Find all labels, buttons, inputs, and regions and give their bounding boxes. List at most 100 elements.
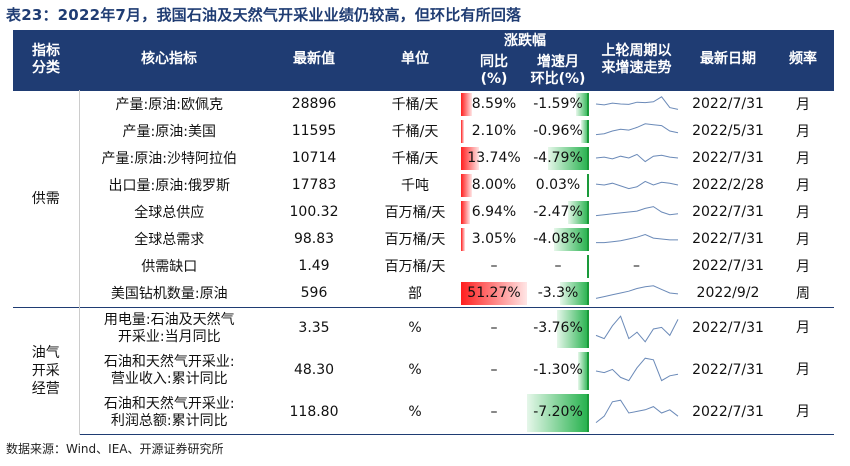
indicator-cell: 供需缺口 [141, 259, 198, 275]
trend-cell [589, 89, 684, 118]
table-row: 产量:原油:美国 11595 千桶/天 2.10% -0.96% 2022/5/31 月 [13, 118, 834, 145]
mom-value: -7.20% [533, 403, 583, 420]
trend-cell [589, 226, 684, 253]
latest-value-cell: 10714 [291, 150, 337, 166]
indicator-cell: 产量:原油:沙特阿拉伯 [101, 151, 237, 167]
mom-bar-fill [556, 309, 590, 348]
yoy-bar: 8.59% [461, 91, 527, 118]
unit-cell: 千桶/天 [369, 89, 461, 118]
mom-cell: -0.96% [527, 118, 590, 145]
yoy-cell: 6.94% [461, 199, 527, 226]
latest-value-cell: 98.83 [293, 231, 335, 247]
mom-bar: -0.96% [527, 118, 590, 145]
yoy-bar: 51.27% [461, 280, 527, 307]
latest-date-cell: 2022/2/28 [692, 177, 764, 193]
yoy-bar: 6.94% [461, 199, 527, 226]
latest-date-cell: 2022/7/31 [684, 306, 772, 350]
mom-bar: 0.03% [527, 172, 589, 199]
mom-value: -4.79% [533, 149, 583, 166]
frequency-cell: 月 [796, 151, 810, 167]
frequency-cell: 月 [796, 205, 810, 221]
col-header-unit: 单位 [369, 30, 461, 90]
latest-date-cell: 2022/7/31 [692, 231, 764, 247]
yoy-value: 13.74% [467, 149, 521, 166]
trend-sparkline [595, 153, 678, 163]
trend-cell [589, 280, 684, 308]
trend-line [595, 285, 678, 299]
table-row: 油气 开采 经营 用电量:石油及天然气 开采业:当月同比 3.35% – -3.76% 2022… [13, 306, 834, 434]
latest-value-cell: 3.35 [259, 306, 369, 350]
indicator-cell: 石油和天然气开采业: 利润总额:累计同比 [79, 391, 259, 435]
mom-value: -3.76% [533, 319, 583, 336]
mom-bar-fill [567, 200, 590, 224]
indicator-cell: 出口量:原油:俄罗斯 [108, 178, 230, 194]
mom-bar: -7.20% [527, 392, 589, 434]
indicator-cell: 用电量:石油及天然气 开采业:当月同比 [79, 306, 259, 350]
trend-sparkline [595, 285, 678, 299]
mom-value: -1.30% [533, 361, 583, 378]
yoy-value: 8.59% [471, 95, 517, 112]
yoy-cell: 8.00% [461, 172, 527, 199]
yoy-bar-fill [461, 92, 472, 116]
latest-date-cell: 2022/7/31 [692, 150, 764, 166]
trend-sparkline [595, 357, 678, 381]
mom-value: – [554, 257, 562, 274]
yoy-value: 2.10% [471, 122, 517, 139]
latest-date-cell: 2022/7/31 [692, 204, 764, 220]
unit-cell: 部 [408, 286, 422, 302]
latest-value-cell: 11595 [291, 123, 337, 139]
yoy-value: 3.05% [471, 230, 517, 247]
mom-bar: -3.76% [527, 308, 590, 350]
trend-cell [589, 306, 684, 350]
latest-date-cell: 2022/7/31 [692, 258, 764, 274]
yoy-value: – [490, 319, 498, 336]
frequency-cell: 月 [796, 259, 810, 275]
yoy-cell: – [461, 306, 527, 350]
yoy-cell: – [461, 391, 527, 435]
trend-line [595, 357, 678, 381]
mom-bar: – [527, 253, 589, 280]
yoy-value: 51.27% [467, 284, 521, 301]
latest-date-cell: 2022/9/2 [696, 285, 760, 301]
trend-sparkline [595, 399, 678, 423]
trend-line [595, 153, 678, 163]
frequency-cell: 月 [796, 178, 810, 194]
indicator-cell: 产量:原油:美国 [122, 124, 216, 140]
yoy-bar-fill [461, 200, 471, 224]
col-header-frequency: 频率 [772, 30, 834, 90]
latest-date-cell: 2022/7/31 [684, 89, 772, 118]
unit-cell: 百万桶/天 [384, 205, 446, 221]
frequency-cell: 月 [772, 89, 834, 118]
frequency-cell: 周 [796, 286, 810, 302]
col-header-mom: 增速月 环比(%) [527, 52, 589, 90]
yoy-cell: – [461, 253, 527, 280]
indicator-cell: 产量:原油:欧佩克 [79, 89, 259, 118]
mom-bar-fill [527, 393, 589, 432]
latest-value-cell: 596 [300, 285, 328, 301]
mom-bar-fill [548, 146, 589, 170]
yoy-cell: 2.10% [461, 118, 527, 145]
yoy-bar: – [461, 350, 527, 392]
mom-bar-fill [580, 119, 590, 143]
yoy-cell: 51.27% [461, 280, 527, 308]
indicator-cell: 全球总供应 [134, 205, 205, 221]
mom-value: -4.08% [533, 230, 583, 247]
mom-cell: -2.47% [527, 199, 590, 226]
latest-date-cell: 2022/7/31 [684, 391, 772, 435]
frequency-cell: 月 [796, 362, 810, 378]
unit-cell: 千桶/天 [391, 124, 439, 140]
trend-sparkline [595, 314, 678, 343]
latest-date-cell: 2022/5/31 [692, 123, 764, 139]
mom-bar: -2.47% [527, 199, 590, 226]
frequency-cell: 月 [772, 306, 834, 350]
source-note: 数据来源：Wind、IEA、开源证券研究所 [6, 442, 224, 456]
trend-cell [589, 145, 684, 172]
yoy-bar-fill [461, 173, 472, 197]
latest-value-cell: 1.49 [298, 258, 330, 274]
yoy-bar: – [461, 392, 527, 434]
yoy-bar: – [461, 308, 527, 350]
table-row: 石油和天然气开采业: 利润总额:累计同比 118.80% – -7.20% 2022/7/… [13, 391, 834, 435]
table-row: 美国钻机数量:原油 596 部 51.27% -3.3% 2022/9/2 周 [13, 280, 834, 308]
indicator-cell: 美国钻机数量:原油 [110, 286, 228, 302]
unit-cell: % [408, 362, 422, 378]
